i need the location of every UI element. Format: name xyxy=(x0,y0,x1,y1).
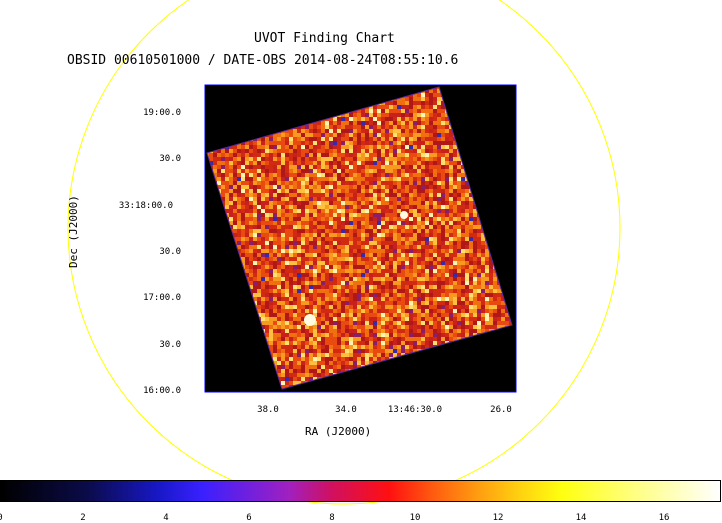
colorbar-tick-label: 8 xyxy=(322,513,342,523)
y-tick-label: 30.0 xyxy=(101,247,181,257)
y-tick-label: 17:00.0 xyxy=(101,293,181,303)
x-tick-label: 26.0 xyxy=(461,405,541,415)
y-tick-label: 19:00.0 xyxy=(101,108,181,118)
bright-source xyxy=(304,314,316,326)
y-tick-label: 16:00.0 xyxy=(101,386,181,396)
x-tick-label: 34.0 xyxy=(306,405,386,415)
bright-source xyxy=(400,211,408,219)
x-tick-label: 38.0 xyxy=(228,405,308,415)
y-tick-label: 33:18:00.0 xyxy=(93,201,173,211)
colorbar xyxy=(0,480,721,502)
chart-subtitle: OBSID 00610501000 / DATE-OBS 2014-08-24T… xyxy=(67,53,722,68)
colorbar-tick-label: 10 xyxy=(405,513,425,523)
colorbar-tick-label: 2 xyxy=(73,513,93,523)
colorbar-tick-label: 4 xyxy=(156,513,176,523)
y-axis-label: Dec (J2000) xyxy=(67,195,80,268)
colorbar-tick-label: 12 xyxy=(488,513,508,523)
x-axis-label: RA (J2000) xyxy=(305,425,371,438)
colorbar-tick-label: 14 xyxy=(571,513,591,523)
y-tick-label: 30.0 xyxy=(101,154,181,164)
chart-title: UVOT Finding Chart xyxy=(254,31,722,46)
colorbar-tick-label: 0 xyxy=(0,513,10,523)
x-tick-label: 13:46:30.0 xyxy=(375,405,455,415)
y-tick-label: 30.0 xyxy=(101,340,181,350)
colorbar-tick-label: 16 xyxy=(654,513,674,523)
colorbar-tick-label: 6 xyxy=(239,513,259,523)
